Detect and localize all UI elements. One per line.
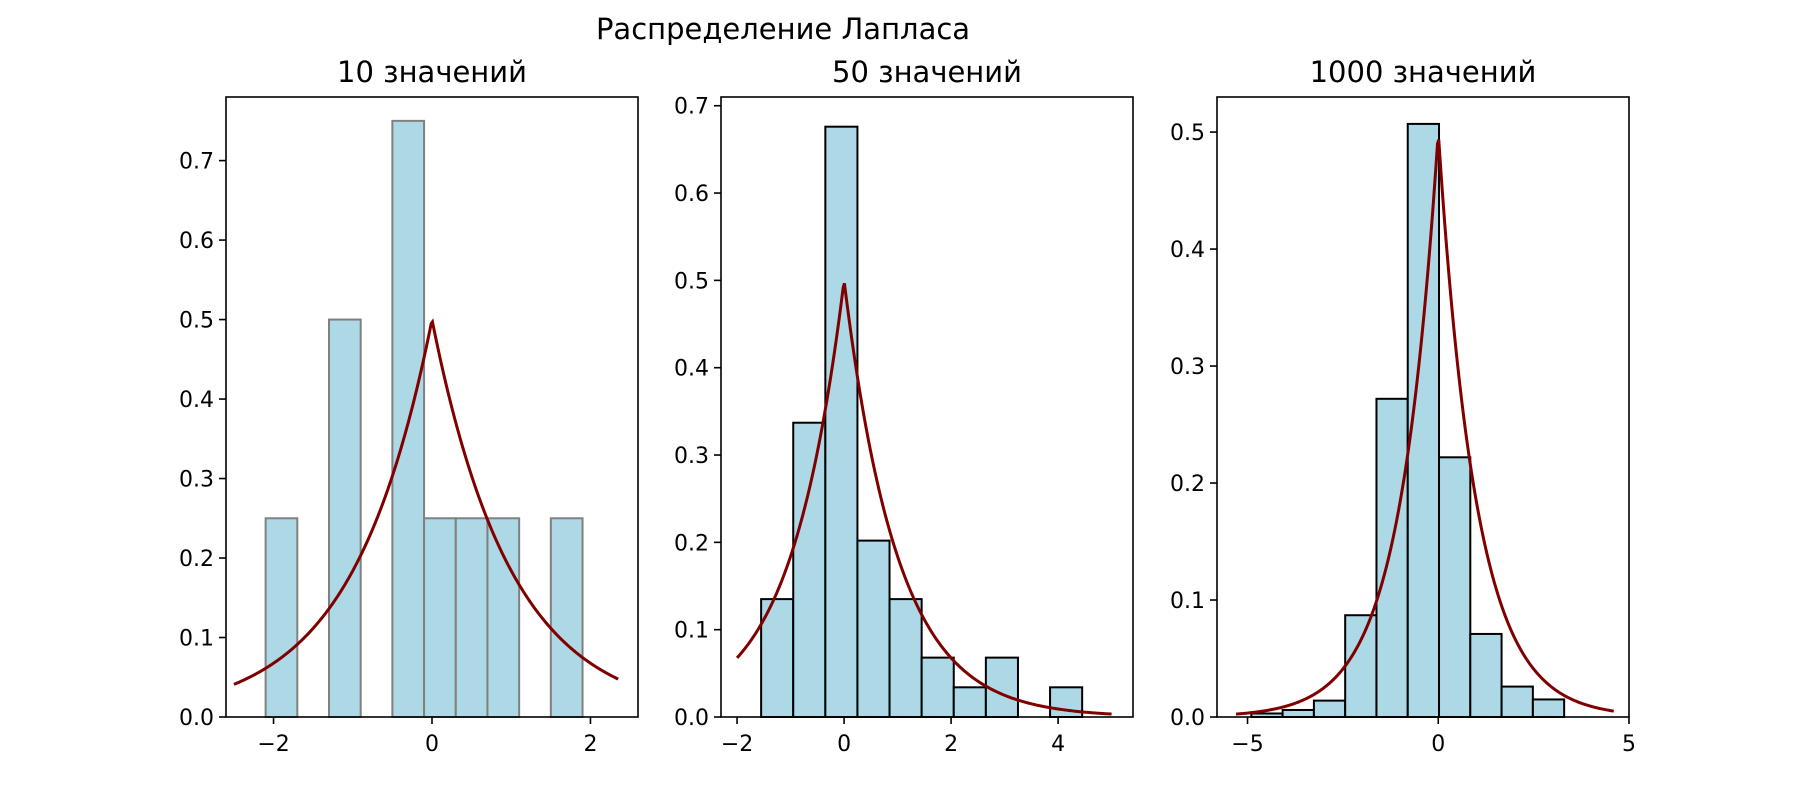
y-tick-label: 0.2 xyxy=(179,547,214,572)
x-tick-label: 2 xyxy=(944,732,958,757)
panel-title: 50 значений xyxy=(832,55,1022,89)
figure-suptitle: Распределение Лапласа xyxy=(596,12,970,46)
histogram-bar xyxy=(824,125,859,718)
histogram-bar xyxy=(1281,708,1315,718)
y-tick-label: 0.0 xyxy=(179,706,214,731)
y-tick-label: 0.7 xyxy=(179,150,214,175)
histogram-bar xyxy=(454,517,489,719)
y-tick-label: 0.4 xyxy=(179,388,214,413)
histogram-bar xyxy=(549,517,584,719)
histogram-bar xyxy=(264,517,299,719)
histogram-bar xyxy=(1469,632,1503,718)
y-tick-label: 0.1 xyxy=(1170,589,1205,614)
histogram-bar xyxy=(1438,456,1472,718)
histogram-bar xyxy=(952,686,987,718)
panel-title: 10 значений xyxy=(337,55,527,89)
x-tick-label: −2 xyxy=(721,732,753,757)
histogram-bar xyxy=(792,421,827,718)
y-tick-label: 0.0 xyxy=(1170,706,1205,731)
y-tick-label: 0.0 xyxy=(674,706,709,731)
laplace-pdf-curve xyxy=(1235,139,1614,716)
x-tick-label: 4 xyxy=(1051,732,1065,757)
laplace-pdf-curve xyxy=(735,282,1112,716)
y-tick-label: 0.3 xyxy=(674,444,709,469)
histogram-bar xyxy=(328,318,362,718)
y-tick-label: 0.1 xyxy=(674,619,709,644)
x-tick-label: 0 xyxy=(837,732,851,757)
panel-50-values: 0.0 0.1 0.2 0.3 0.4 0.5 0.6 0.7 −2 0 2 4 50 значений xyxy=(674,55,1134,757)
histogram-bar xyxy=(1531,698,1566,719)
histogram-bar xyxy=(1500,685,1534,719)
panel-title: 1000 значений xyxy=(1310,55,1537,89)
y-tick-label: 0.7 xyxy=(674,95,709,120)
y-tick-label: 0.5 xyxy=(179,309,214,334)
x-tick-label: −5 xyxy=(1231,732,1263,757)
laplace-pdf-curve xyxy=(233,318,619,686)
histogram-bar xyxy=(423,517,457,719)
panel-1000-values: 0.0 0.1 0.2 0.3 0.4 0.5 −5 0 5 1000 значений xyxy=(1170,55,1636,757)
axes-frame xyxy=(1216,96,1630,718)
histogram-bar xyxy=(1375,397,1409,718)
y-tick-label: 0.5 xyxy=(1170,121,1205,146)
y-tick-label: 0.2 xyxy=(1170,472,1205,497)
histogram-bar xyxy=(920,656,955,718)
y-tick-label: 0.2 xyxy=(674,531,709,556)
y-tick-label: 0.5 xyxy=(674,269,709,294)
x-tick-label: 0 xyxy=(425,732,439,757)
histogram-bar xyxy=(888,598,923,718)
y-tick-label: 0.3 xyxy=(179,468,214,493)
axes-frame xyxy=(720,96,1134,718)
y-tick-label: 0.6 xyxy=(674,182,709,207)
histogram-bar xyxy=(1312,699,1347,718)
x-tick-label: 5 xyxy=(1622,732,1636,757)
panel-10-values: 0.0 0.1 0.2 0.3 0.4 0.5 0.6 0.7 −2 0 2 10 значений xyxy=(179,55,639,757)
histogram-bar xyxy=(1344,614,1378,718)
x-tick-label: 0 xyxy=(1431,732,1445,757)
y-tick-label: 0.4 xyxy=(674,357,709,382)
y-tick-label: 0.6 xyxy=(179,229,214,254)
y-tick-label: 0.3 xyxy=(1170,355,1205,380)
histogram-bar xyxy=(486,517,521,719)
histogram-bar xyxy=(856,539,891,718)
x-tick-label: 2 xyxy=(583,732,597,757)
y-tick-label: 0.4 xyxy=(1170,238,1205,263)
x-tick-label: −2 xyxy=(257,732,289,757)
y-tick-label: 0.1 xyxy=(179,627,214,652)
